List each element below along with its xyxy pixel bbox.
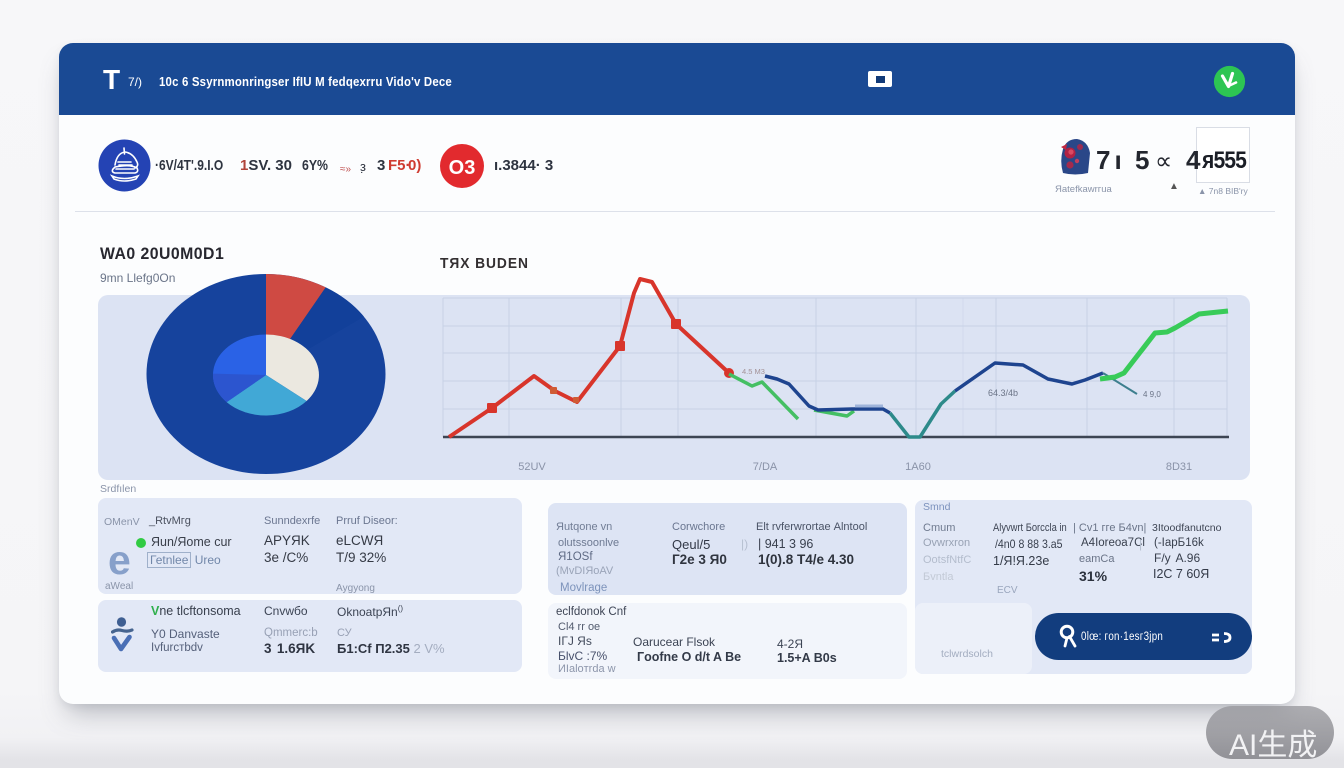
svg-text:7/DA: 7/DA [753,461,778,473]
svg-text:64.3/4b: 64.3/4b [988,388,1018,398]
svg-text:O3: O3 [449,157,476,179]
svg-text:8D31: 8D31 [1166,461,1192,473]
svg-text:52UV: 52UV [518,461,546,473]
svg-text:1A60: 1A60 [905,461,931,473]
svg-text:4.5 M3: 4.5 M3 [742,367,765,376]
svg-text:4 9,0: 4 9,0 [1143,390,1161,399]
